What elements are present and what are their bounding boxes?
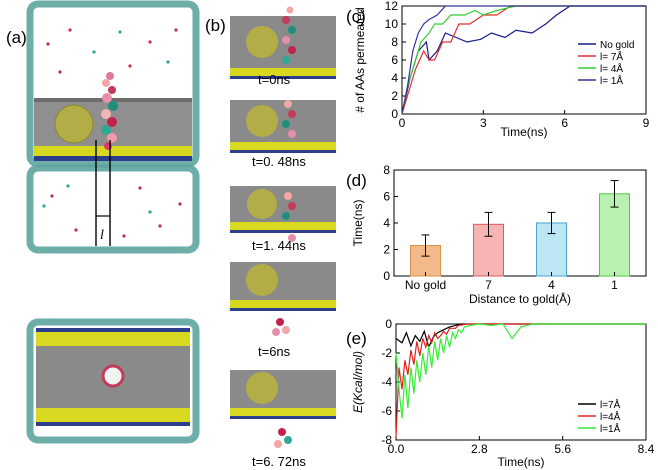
y-tick-label: 6 [391,53,398,67]
frame-time-label: t=0ns [258,72,291,87]
x-tick-label: No gold [405,278,446,292]
y-tick-label: 6 [383,190,390,204]
y-axis-label: Time(ns) [351,200,365,247]
legend-label: l=4Å [600,410,621,423]
panel-b-frames [230,6,336,448]
x-axis-label: Time(ns) [501,125,548,139]
x-tick-label: 8.4 [638,442,655,456]
y-tick-label: 12 [385,0,399,13]
series-line-l4 [401,5,646,115]
series-line-l4 [395,323,646,438]
x-tick-label: 4 [548,278,555,292]
electrode-atoms-a [34,146,192,161]
panel-b-label: (b) [205,16,226,35]
x-axis-label: Distance to gold(Å) [469,291,571,306]
y-tick-label: 2 [391,89,398,103]
y-tick-label: 2 [383,243,390,257]
legend-label: l= 1Å [600,74,623,87]
y-tick-label: 0 [385,318,392,331]
x-tick-label: 1 [611,278,618,292]
x-tick-label: 6 [561,116,568,130]
x-tick-label: 9 [643,116,650,130]
legend-label: l= 4Å [600,62,623,75]
top-view-peptide [101,364,125,388]
frame-t6 [230,262,336,336]
x-tick-label: 2.8 [471,442,488,456]
y-tick-label: -4 [381,375,392,389]
y-tick-label: 8 [391,35,398,49]
x-tick-label: 7 [485,278,492,292]
frame-t048 [230,100,336,153]
chart-e-energy: (e) 0.0 2.8 5.6 8.4 0 -2 -4 -6 -8 Time(ns) E(Kcal/m… [346,318,655,469]
panel-a-simulation-box [26,0,200,444]
legend-label: l= 7Å [600,50,623,63]
y-tick-label: -8 [381,433,392,447]
legend-label: l=1Å [600,422,621,435]
x-tick-label: 5.6 [554,442,571,456]
y-tick-label: 10 [385,17,399,31]
y-axis-label: E(Kcal/mol) [351,351,365,413]
chart-d-bar: (d) 0 2 4 6 8 No gold 7 4 1 Distance to gold(Å) Tim… [346,163,647,306]
membrane-top [34,98,192,102]
ions-a [46,28,182,238]
panel-label: (d) [346,171,367,190]
gold-nanoparticle [54,104,94,144]
y-tick-label: 4 [391,71,398,85]
y-tick-label: 0 [391,107,398,121]
x-tick-label: 0.0 [388,442,405,456]
ions-a-teal [42,30,170,214]
legend-label: No gold [600,40,634,51]
frame-t672 [230,370,336,448]
frame-time-label: t=6. 72ns [252,454,306,469]
x-tick-label: 0 [399,116,406,130]
frame-t0 [230,6,336,79]
y-tick-label: -2 [381,346,392,360]
y-tick-label: 8 [383,163,390,177]
series-line-l1 [401,5,646,115]
legend-label: l=7Å [600,398,621,411]
frame-t144 [230,186,336,242]
panel-label: (e) [346,329,367,348]
water-box-lower [26,164,200,254]
panel-a-label: (a) [6,28,27,47]
frame-time-label: t=1. 44ns [252,238,306,253]
y-tick-label: -6 [381,404,392,418]
frame-time-label: t=0. 48ns [252,154,306,169]
series-line-l1 [395,323,646,419]
y-axis-label: # of AAs permeated [353,7,367,112]
x-tick-label: 3 [480,116,487,130]
y-tick-label: 0 [383,269,390,283]
y-tick-label: 4 [383,216,390,230]
x-axis-label: Time(ns) [498,455,545,469]
series-line-nogold [401,5,646,115]
series-line-l7 [401,5,646,115]
frame-time-label: t=6ns [258,344,291,359]
top-view-atoms [36,328,190,426]
panel-label: (c) [346,7,366,26]
l-distance-label: l [100,228,104,243]
